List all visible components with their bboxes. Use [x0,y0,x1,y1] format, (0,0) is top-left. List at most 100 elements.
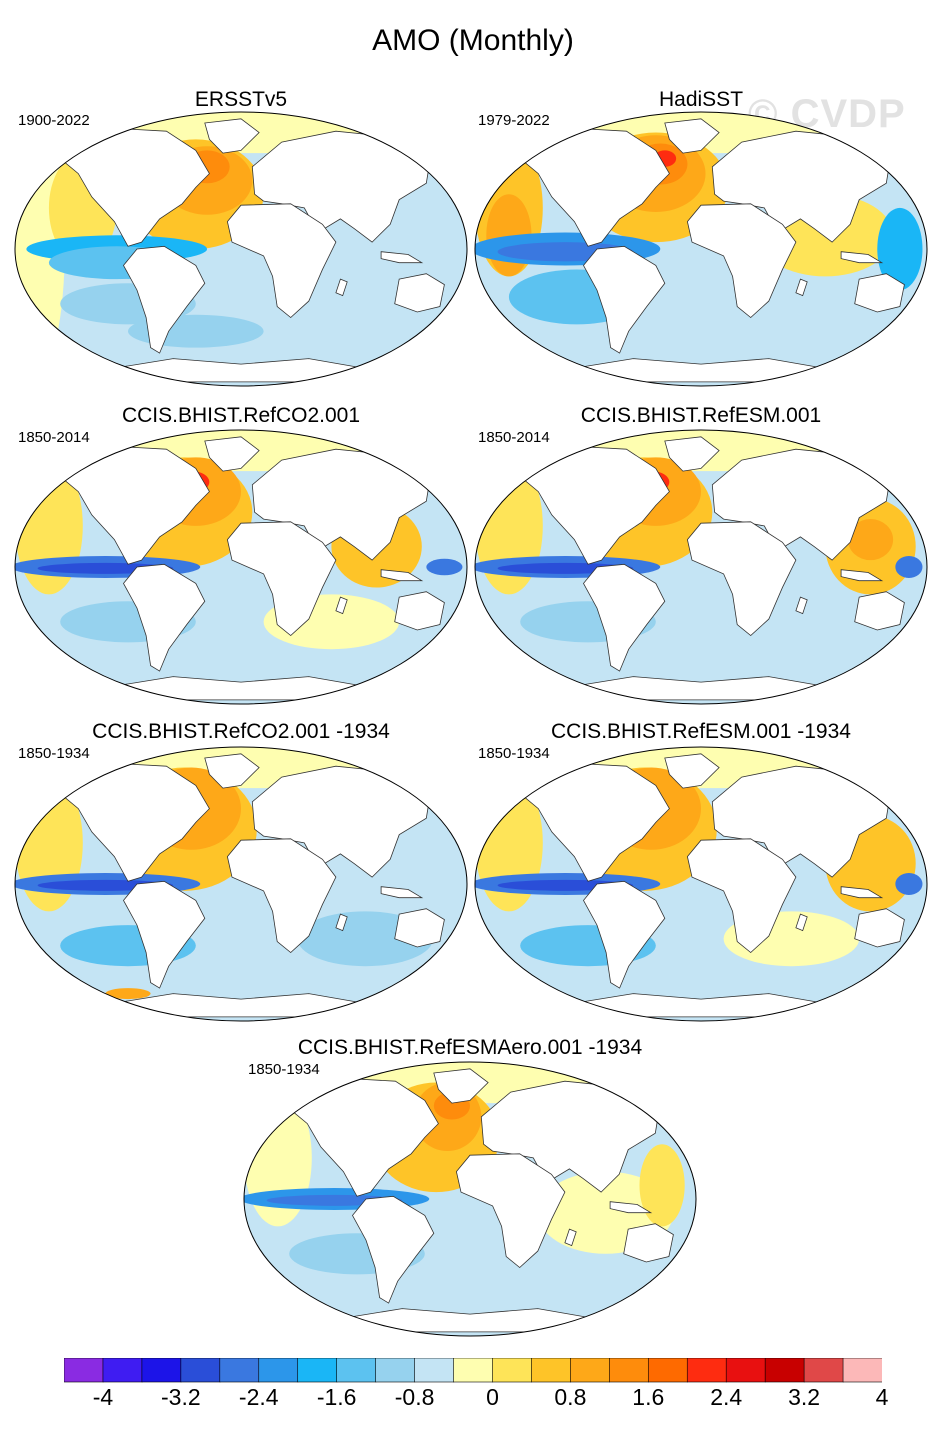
land-southAmerica [123,563,206,672]
land-madagascar [795,913,808,932]
panel-period: 1979-2022 [478,112,550,129]
land-africa [455,1153,566,1269]
land-southAmerica [123,245,206,354]
colorbar-tick-label: 3.2 [788,1384,821,1410]
colorbar-swatch [570,1358,610,1383]
land-antarctica [334,1308,602,1333]
map-border [14,746,468,1022]
land-madagascar [335,278,348,297]
land-antarctica [105,676,373,701]
land-indonesia [840,886,884,899]
land-eurasia [251,130,432,243]
land-greenland [664,118,720,154]
land-africa [686,521,797,637]
land-africa [686,838,797,954]
land-greenland [204,436,260,472]
colorbar [64,1358,882,1383]
colorbar-swatch [336,1358,377,1383]
land-northAmerica [59,445,210,565]
map-border [14,429,468,705]
land-greenland [204,753,260,789]
land-eurasia [711,765,892,878]
land-northAmerica [288,1077,439,1197]
panel-title: CCIS.BHIST.RefESM.001 -1934 [551,720,851,743]
land-madagascar [795,278,808,297]
panel-period: 1850-1934 [18,745,90,762]
land-madagascar [335,913,348,932]
anomaly-region [639,1144,685,1227]
colorbar-tick-label: 2.4 [710,1384,743,1410]
land-australia [854,273,905,313]
land-australia [394,591,445,631]
land-antarctica [105,358,373,383]
land-southAmerica [583,880,666,989]
colorbar-swatch [219,1358,260,1383]
colorbar-tick-label: -0.8 [394,1384,435,1410]
panel-title: CCIS.BHIST.RefCO2.001 -1934 [92,720,390,743]
anomaly-region [426,558,463,576]
colorbar-swatch [803,1358,844,1383]
colorbar-tick-label: -3.2 [161,1384,201,1410]
land-northAmerica [59,127,210,247]
map-border [14,111,468,387]
colorbar-swatch [647,1358,688,1383]
map-border [243,1061,697,1337]
colorbar-swatch [64,1358,104,1383]
land-africa [686,203,797,319]
land-southAmerica [583,563,666,672]
anomaly-region [877,207,923,291]
colorbar-swatch [414,1358,455,1383]
colorbar-tick-label: 0 [486,1384,499,1410]
panel-title: CCIS.BHIST.RefCO2.001 [121,404,361,427]
robinson-map [14,111,468,387]
land-eurasia [251,448,432,561]
land-africa [226,838,337,954]
colorbar-swatch [102,1358,143,1383]
colorbar-swatch [375,1358,416,1383]
map-border [474,746,928,1022]
land-antarctica [565,358,833,383]
panel-title: ERSSTv5 [194,88,288,111]
robinson-map [243,1061,697,1337]
panel-title: CCIS.BHIST.RefESM.001 [580,404,822,427]
panel-period: 1900-2022 [18,112,90,129]
land-australia [394,273,445,313]
colorbar-tick-label: 1.6 [632,1384,665,1410]
robinson-map [14,429,468,705]
panel-period: 1850-1934 [478,745,550,762]
panel-period: 1850-2014 [18,429,90,446]
anomaly-region [895,873,923,895]
land-madagascar [335,596,348,615]
colorbar-swatch [180,1358,221,1383]
land-greenland [664,753,720,789]
land-eurasia [480,1080,661,1193]
colorbar-tick-label: -2.4 [238,1384,279,1410]
land-madagascar [795,596,808,615]
colorbar-tick-label: -4 [92,1384,114,1410]
land-indonesia [840,569,884,582]
land-greenland [433,1068,489,1104]
land-greenland [664,436,720,472]
land-australia [394,908,445,948]
anomaly-region [847,519,894,561]
land-indonesia [840,251,884,264]
land-africa [226,521,337,637]
colorbar-swatch [492,1358,533,1383]
land-antarctica [105,993,373,1018]
land-indonesia [380,886,424,899]
colorbar-swatch [258,1358,299,1383]
land-madagascar [564,1228,577,1247]
colorbar-swatch [297,1358,338,1383]
anomaly-region [895,556,923,578]
colorbar-swatch [764,1358,805,1383]
land-southAmerica [583,245,666,354]
land-northAmerica [519,762,670,882]
robinson-map [14,746,468,1022]
colorbar-swatch [609,1358,649,1383]
map-border [474,429,928,705]
colorbar-tick-label: -1.6 [316,1384,357,1410]
land-eurasia [711,130,892,243]
map-border [474,111,928,387]
land-southAmerica [123,880,206,989]
robinson-map [474,429,928,705]
